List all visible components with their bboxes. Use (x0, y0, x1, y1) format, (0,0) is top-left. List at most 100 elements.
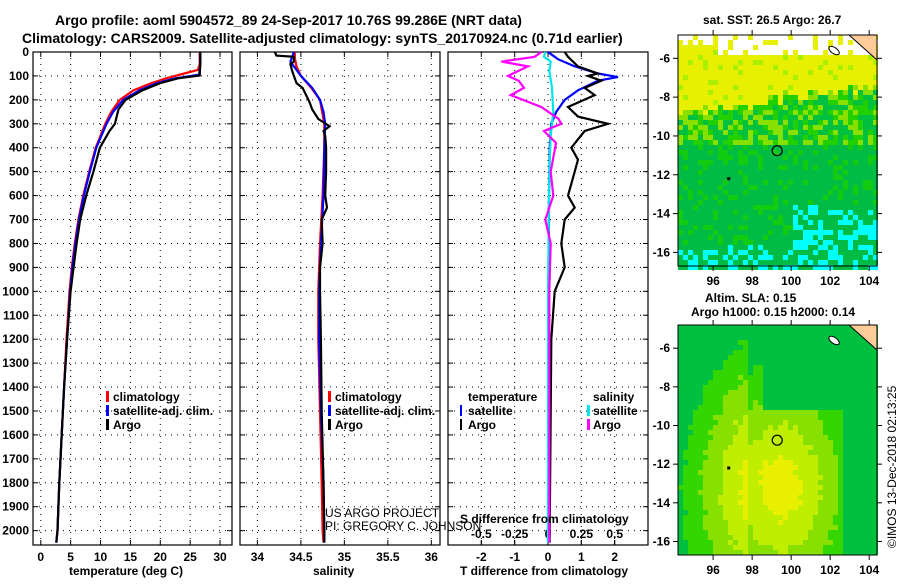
map-cell (763, 400, 768, 405)
map-cell (793, 530, 798, 535)
map-cell (783, 335, 788, 340)
map-cell (683, 325, 688, 330)
map-cell (843, 250, 848, 255)
map-cell (768, 430, 773, 435)
map-cell (833, 460, 838, 465)
map-cell (858, 390, 863, 395)
map-cell (758, 405, 763, 410)
map-cell (813, 485, 818, 490)
series-argo (273, 51, 332, 543)
map-cell (833, 150, 838, 155)
map-cell (793, 550, 798, 555)
map-cell (688, 385, 693, 390)
map-cell (798, 175, 803, 180)
map-cell (868, 65, 873, 70)
map-cell (718, 335, 723, 340)
map-cell (848, 335, 853, 340)
map-cell (743, 450, 748, 455)
map-cell (828, 50, 833, 55)
map-cell (813, 225, 818, 230)
map-cell (873, 215, 878, 220)
map-cell (778, 110, 783, 115)
map-cell (808, 380, 813, 385)
map-cell (783, 105, 788, 110)
map-cell (703, 75, 708, 80)
map-cell (733, 175, 738, 180)
map-cell (828, 70, 833, 75)
map-cell (723, 450, 728, 455)
map-cell (713, 195, 718, 200)
map-cell (818, 100, 823, 105)
map-cell (728, 265, 733, 270)
map-cell (748, 190, 753, 195)
map-cell (728, 100, 733, 105)
map-cell (678, 70, 683, 75)
map-cell (818, 405, 823, 410)
map-cell (683, 150, 688, 155)
map-cell (858, 425, 863, 430)
map-cell (788, 525, 793, 530)
map-cell (793, 205, 798, 210)
map-cell (818, 60, 823, 65)
map-cell (853, 475, 858, 480)
map-cell (713, 445, 718, 450)
map-cell (778, 550, 783, 555)
map-cell (758, 60, 763, 65)
map-cell (773, 160, 778, 165)
y-tick-label: 1400 (2, 380, 29, 394)
map-cell (683, 115, 688, 120)
map-cell (733, 185, 738, 190)
map-cell (748, 55, 753, 60)
credit-pi: PI: GREGORY C. JOHNSON (325, 519, 481, 533)
map-cell (698, 465, 703, 470)
map-cell (738, 470, 743, 475)
y-tick-label: 1100 (3, 308, 29, 322)
map-cell (823, 390, 828, 395)
map-cell (853, 190, 858, 195)
map-cell (778, 505, 783, 510)
map-cell (843, 480, 848, 485)
map-cell (768, 425, 773, 430)
sdiff-xlabel: S difference from climatology (460, 512, 629, 526)
map-cell (833, 360, 838, 365)
map-cell (728, 480, 733, 485)
map-cell (863, 440, 868, 445)
map-cell (828, 115, 833, 120)
map-cell (753, 175, 758, 180)
map-cell (738, 505, 743, 510)
map-cell (768, 380, 773, 385)
map-cell (738, 490, 743, 495)
map-cell (828, 125, 833, 130)
map-cell (788, 400, 793, 405)
map-cell (803, 510, 808, 515)
map-cell (683, 65, 688, 70)
map-cell (848, 70, 853, 75)
map-cell (703, 345, 708, 350)
map-cell (828, 55, 833, 60)
map-cell (718, 50, 723, 55)
map-cell (678, 250, 683, 255)
map-cell (778, 430, 783, 435)
map-cell (723, 95, 728, 100)
map-cell (848, 40, 853, 45)
map-cell (838, 130, 843, 135)
map-cell (843, 405, 848, 410)
map-cell (863, 145, 868, 150)
map-cell (758, 50, 763, 55)
map-cell (743, 190, 748, 195)
map-cell (693, 455, 698, 460)
map-cell (823, 55, 828, 60)
map-cell (843, 495, 848, 500)
map-cell (838, 535, 843, 540)
map-cell (738, 145, 743, 150)
map-cell (778, 105, 783, 110)
map-cell (783, 445, 788, 450)
map-cell (803, 220, 808, 225)
map-cell (838, 395, 843, 400)
map-cell (778, 80, 783, 85)
map-cell (808, 365, 813, 370)
map-cell (823, 335, 828, 340)
map-cell (773, 90, 778, 95)
map-cell (703, 90, 708, 95)
map-cell (703, 170, 708, 175)
